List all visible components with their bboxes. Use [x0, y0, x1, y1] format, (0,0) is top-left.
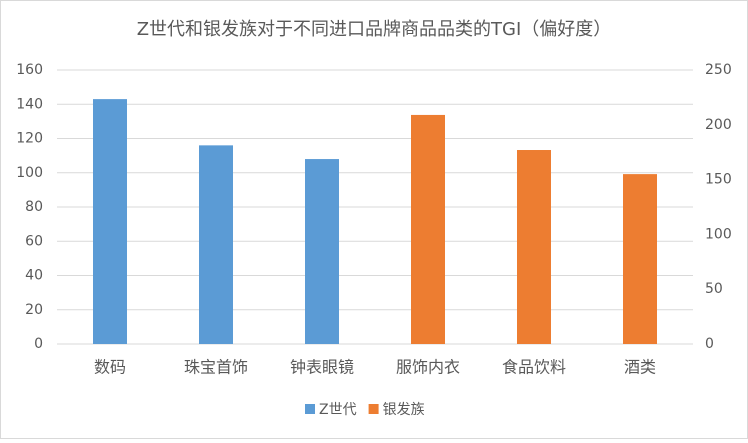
- x-tick-label: 珠宝首饰: [184, 358, 248, 377]
- y-tick-label: 100: [16, 165, 43, 181]
- bar: [199, 145, 233, 344]
- y2-tick-label: 50: [705, 281, 723, 297]
- chart-title: Z世代和银发族对于不同进口品牌商品品类的TGI（偏好度）: [137, 19, 612, 40]
- y2-tick-label: 100: [705, 226, 732, 242]
- y2-tick-label: 0: [705, 336, 714, 352]
- y-tick-label: 0: [34, 336, 43, 352]
- y-tick-label: 120: [16, 131, 43, 147]
- y-tick-label: 20: [25, 302, 43, 318]
- y-tick-label: 140: [16, 96, 43, 112]
- bar: [411, 114, 445, 344]
- bar: [305, 159, 339, 344]
- bar: [623, 174, 657, 344]
- x-tick-label: 食品饮料: [502, 358, 566, 377]
- y-tick-label: 80: [25, 199, 43, 215]
- y-tick-label: 40: [25, 268, 43, 284]
- x-tick-label: 酒类: [624, 358, 656, 377]
- legend-label: Z世代: [319, 402, 357, 418]
- x-tick-label: 数码: [94, 358, 126, 377]
- y-tick-label: 160: [16, 62, 43, 78]
- legend-label: 银发族: [383, 402, 425, 418]
- y2-tick-label: 150: [705, 172, 732, 188]
- y2-tick-label: 200: [705, 117, 732, 133]
- bar: [517, 150, 551, 344]
- y-tick-label: 60: [25, 233, 43, 249]
- legend-swatch: [305, 404, 315, 414]
- x-tick-label: 钟表眼镜: [290, 358, 354, 377]
- x-tick-label: 服饰内衣: [396, 358, 460, 377]
- y2-tick-label: 250: [705, 62, 732, 78]
- bar: [93, 99, 127, 344]
- legend-swatch: [368, 404, 379, 414]
